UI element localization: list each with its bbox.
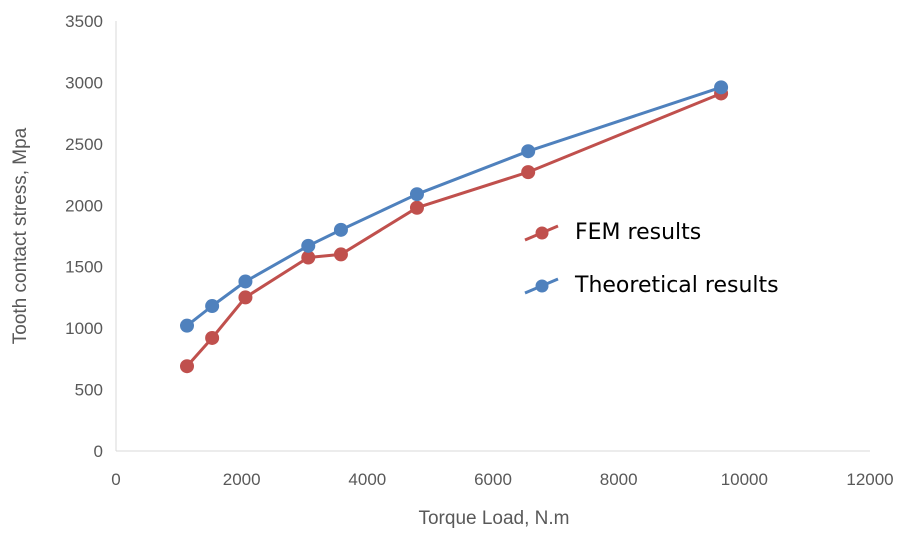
axes	[115, 21, 870, 452]
data-point	[521, 165, 536, 180]
data-point	[205, 330, 220, 345]
x-tick-label: 6000	[474, 470, 512, 489]
x-axis-title: Torque Load, N.m	[418, 508, 569, 529]
data-point	[205, 299, 220, 314]
data-point	[409, 187, 424, 202]
y-tick-label: 0	[94, 442, 103, 461]
x-tick-label: 12000	[846, 470, 893, 489]
y-tick-label: 1500	[65, 258, 103, 277]
y-tick-label: 2500	[65, 135, 103, 154]
y-tick-label: 3000	[65, 73, 103, 92]
data-point	[714, 80, 729, 95]
tick-labels: 0 2000 4000 6000 8000 10000 12000 0 500 1000 1500 2…	[65, 12, 893, 489]
y-tick-label: 1000	[65, 319, 103, 338]
legend-item: FEM results	[524, 220, 701, 245]
series-fem	[180, 86, 729, 374]
legend-label: FEM results	[575, 220, 701, 245]
data-point	[301, 238, 316, 253]
y-tick-label: 2000	[65, 196, 103, 215]
x-tick-label: 8000	[600, 470, 638, 489]
legend-label: Theoretical results	[574, 273, 779, 298]
legend-item: Theoretical results	[524, 273, 779, 298]
legend-marker	[535, 226, 549, 240]
legend-marker	[535, 279, 549, 293]
y-tick-label: 500	[75, 381, 103, 400]
data-point	[180, 318, 195, 333]
legend: FEM results Theoretical results	[524, 220, 779, 298]
data-point	[521, 144, 536, 159]
x-tick-label: 0	[111, 470, 120, 489]
data-point	[238, 274, 253, 289]
y-tick-label: 3500	[65, 12, 103, 31]
data-point	[180, 359, 195, 374]
y-axis-title: Tooth contact stress, Mpa	[10, 127, 31, 344]
x-tick-label: 2000	[223, 470, 261, 489]
data-point	[333, 247, 348, 262]
x-tick-label: 10000	[721, 470, 768, 489]
data-point	[409, 200, 424, 215]
series-line	[185, 92, 722, 368]
series-theoretical	[180, 80, 729, 333]
series-group	[180, 80, 729, 374]
data-point	[238, 290, 253, 305]
data-point	[333, 222, 348, 237]
data-point	[301, 250, 316, 265]
x-tick-label: 4000	[348, 470, 386, 489]
